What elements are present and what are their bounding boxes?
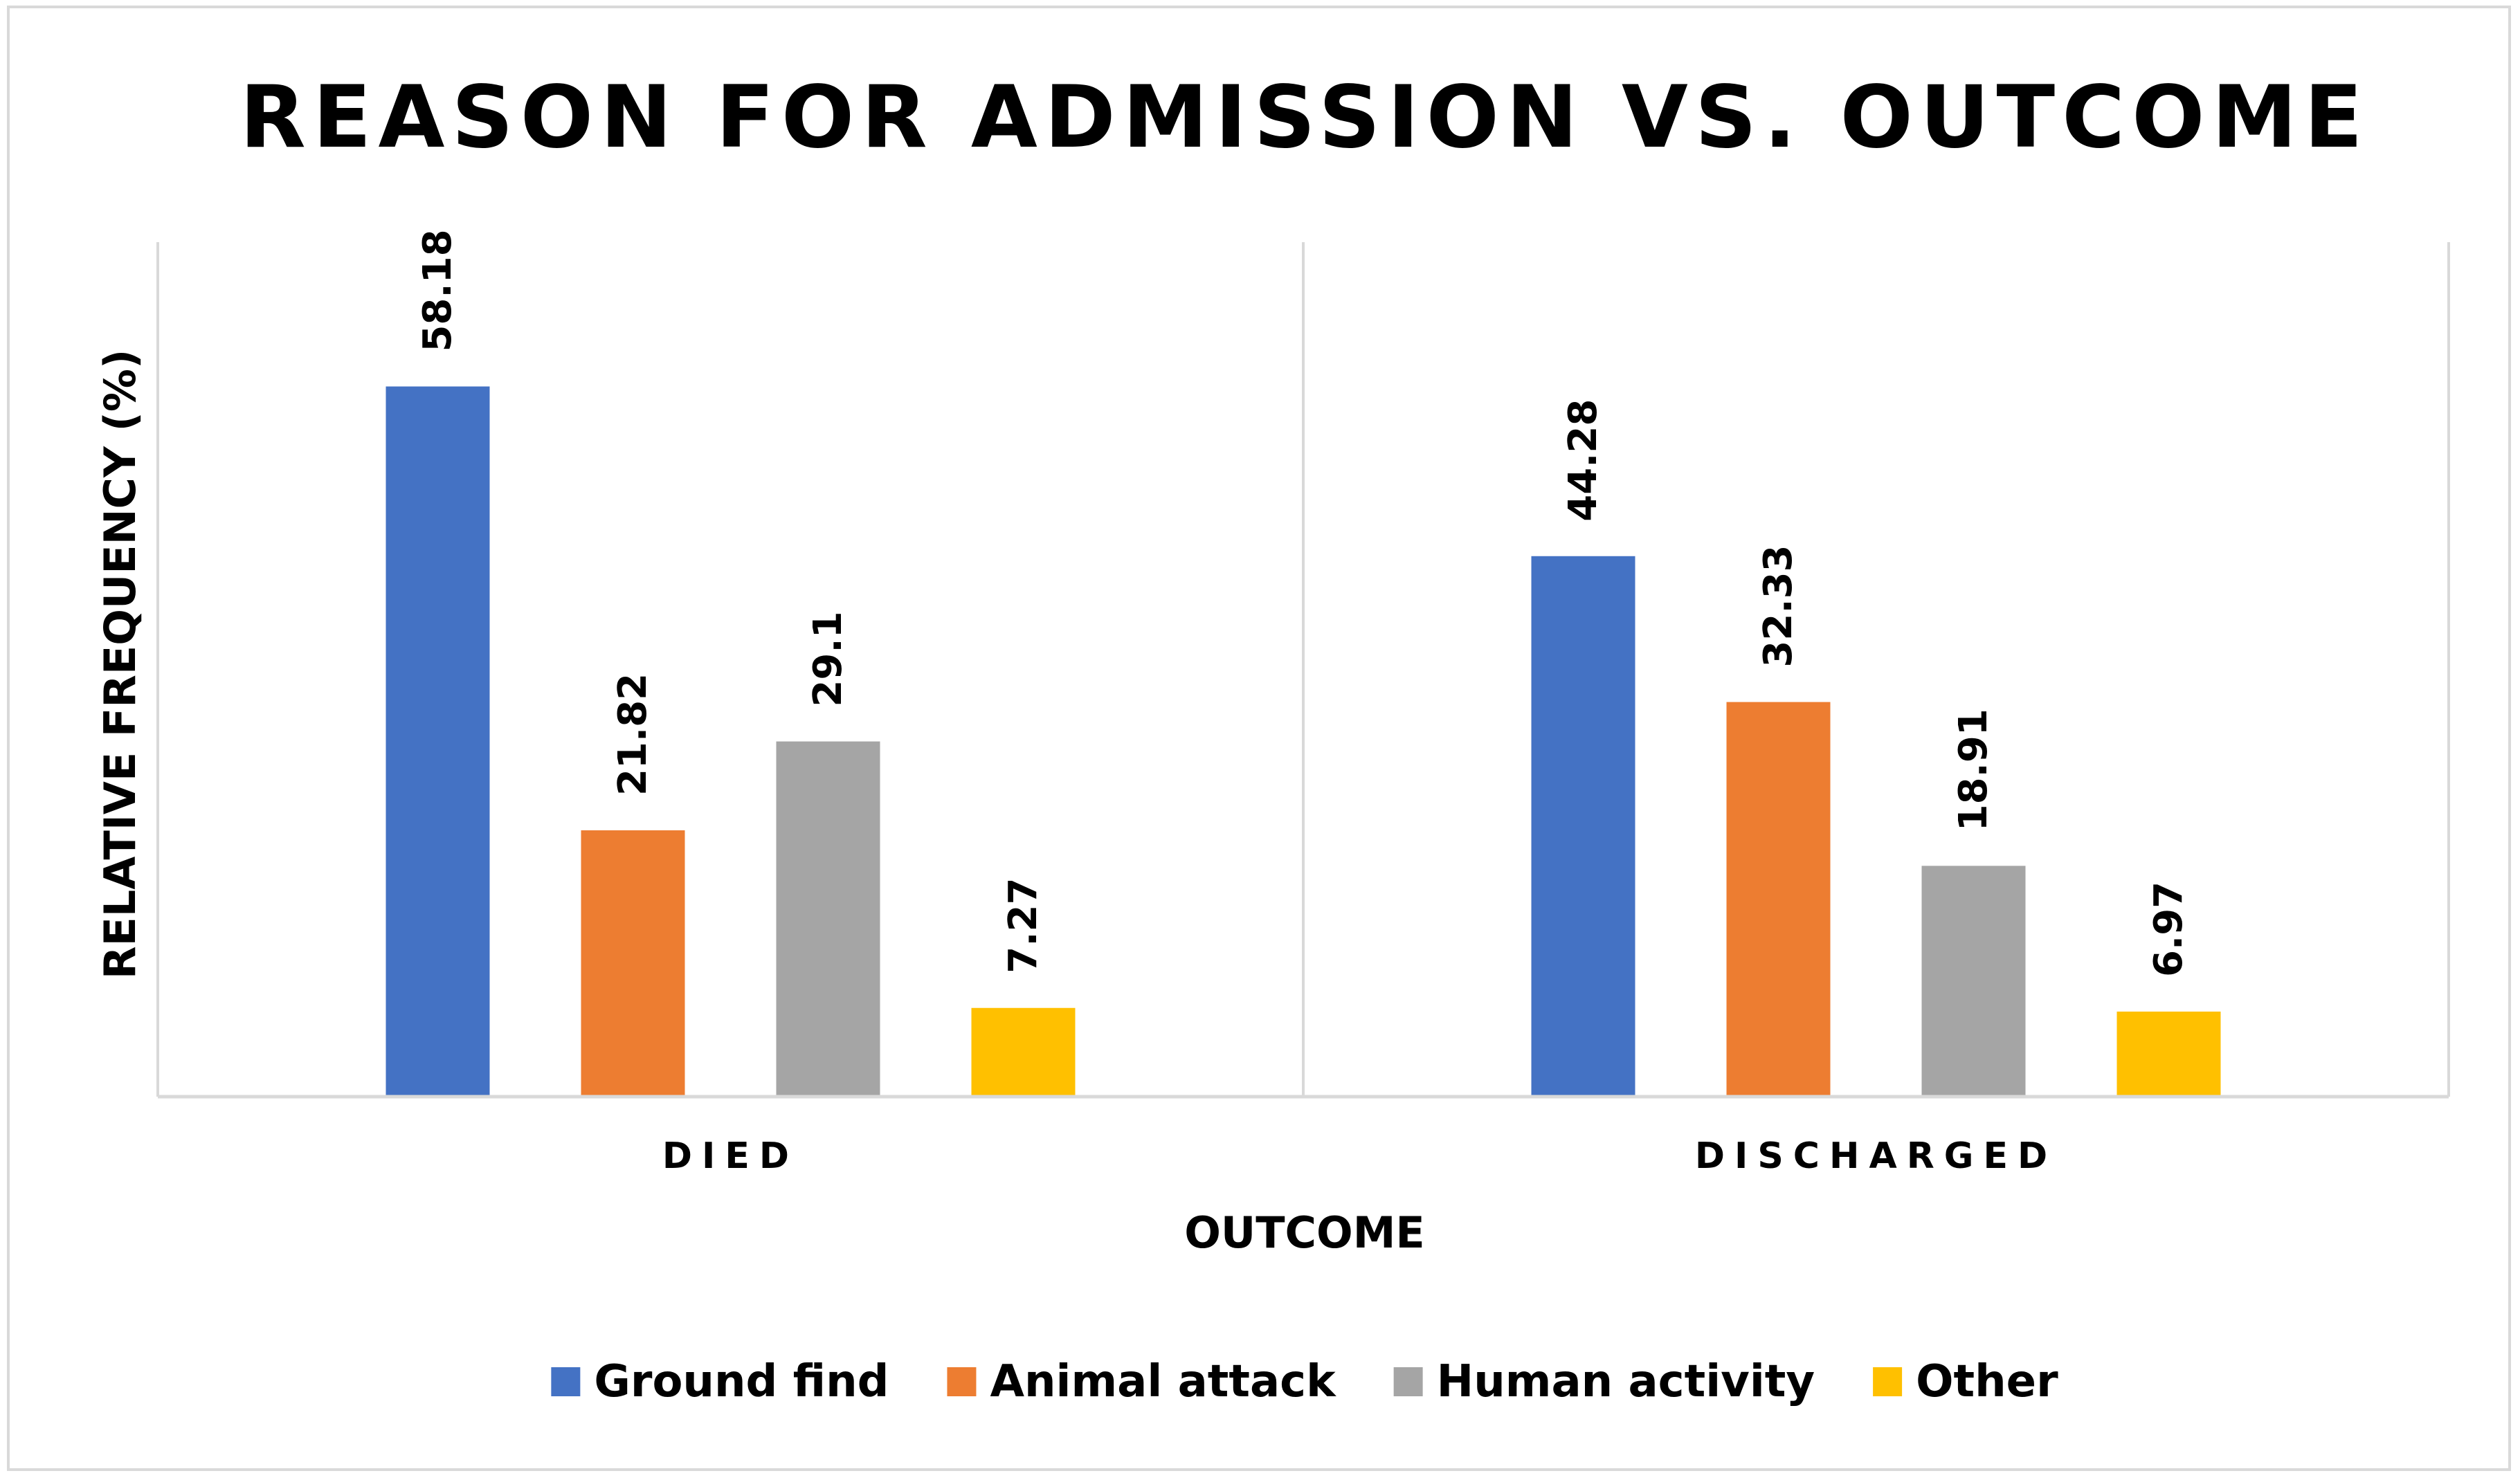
bar-animal-attack-died: [581, 830, 685, 1097]
legend-item-other: Other: [1873, 1356, 2058, 1407]
legend-item-ground-find: Ground find: [551, 1356, 889, 1407]
legend-swatch: [1393, 1367, 1423, 1396]
bar-animal-attack-discharged: [1726, 702, 1831, 1097]
legend-item-human-activity: Human activity: [1393, 1356, 1815, 1407]
legend-label: Animal attack: [990, 1356, 1336, 1407]
data-label: 32.33: [1756, 545, 1801, 667]
legend-swatch: [551, 1367, 581, 1396]
category-label-discharged: DISCHARGED: [1695, 1135, 2057, 1177]
legend-label: Human activity: [1437, 1356, 1815, 1407]
bar-ground-find-discharged: [1531, 556, 1635, 1097]
bar-human-activity-died: [776, 741, 880, 1097]
legend-swatch: [947, 1367, 977, 1396]
bar-other-discharged: [2116, 1012, 2221, 1097]
legend-swatch: [1873, 1367, 1903, 1396]
x-axis-title: OUTCOME: [1184, 1207, 1425, 1258]
bar-other-died: [971, 1007, 1076, 1097]
bar-ground-find-died: [386, 386, 490, 1097]
data-label: 7.27: [1001, 878, 1046, 974]
bar-human-activity-discharged: [1921, 866, 2026, 1097]
category-label-died: DIED: [662, 1135, 799, 1177]
legend-item-animal-attack: Animal attack: [947, 1356, 1336, 1407]
data-label: 18.91: [1951, 709, 1996, 831]
legend-label: Ground find: [594, 1356, 889, 1407]
data-label: 29.1: [806, 611, 851, 706]
data-label: 58.18: [415, 229, 460, 351]
data-label: 44.28: [1561, 399, 1606, 522]
y-axis-title: RELATIVE FREQUENCY (%): [95, 349, 145, 980]
legend-label: Other: [1916, 1356, 2058, 1407]
plot-area: 58.18 21.82 29.1 7.27 DIED 44.28 32.33 18.91 6.9…: [156, 229, 2450, 1177]
data-label: 6.97: [2146, 881, 2191, 977]
chart-title: REASON FOR ADMISSION VS. OUTCOME: [239, 68, 2369, 167]
legend: Ground find Animal attack Human activity Ot…: [551, 1356, 2058, 1407]
data-label: 21.82: [610, 673, 655, 796]
